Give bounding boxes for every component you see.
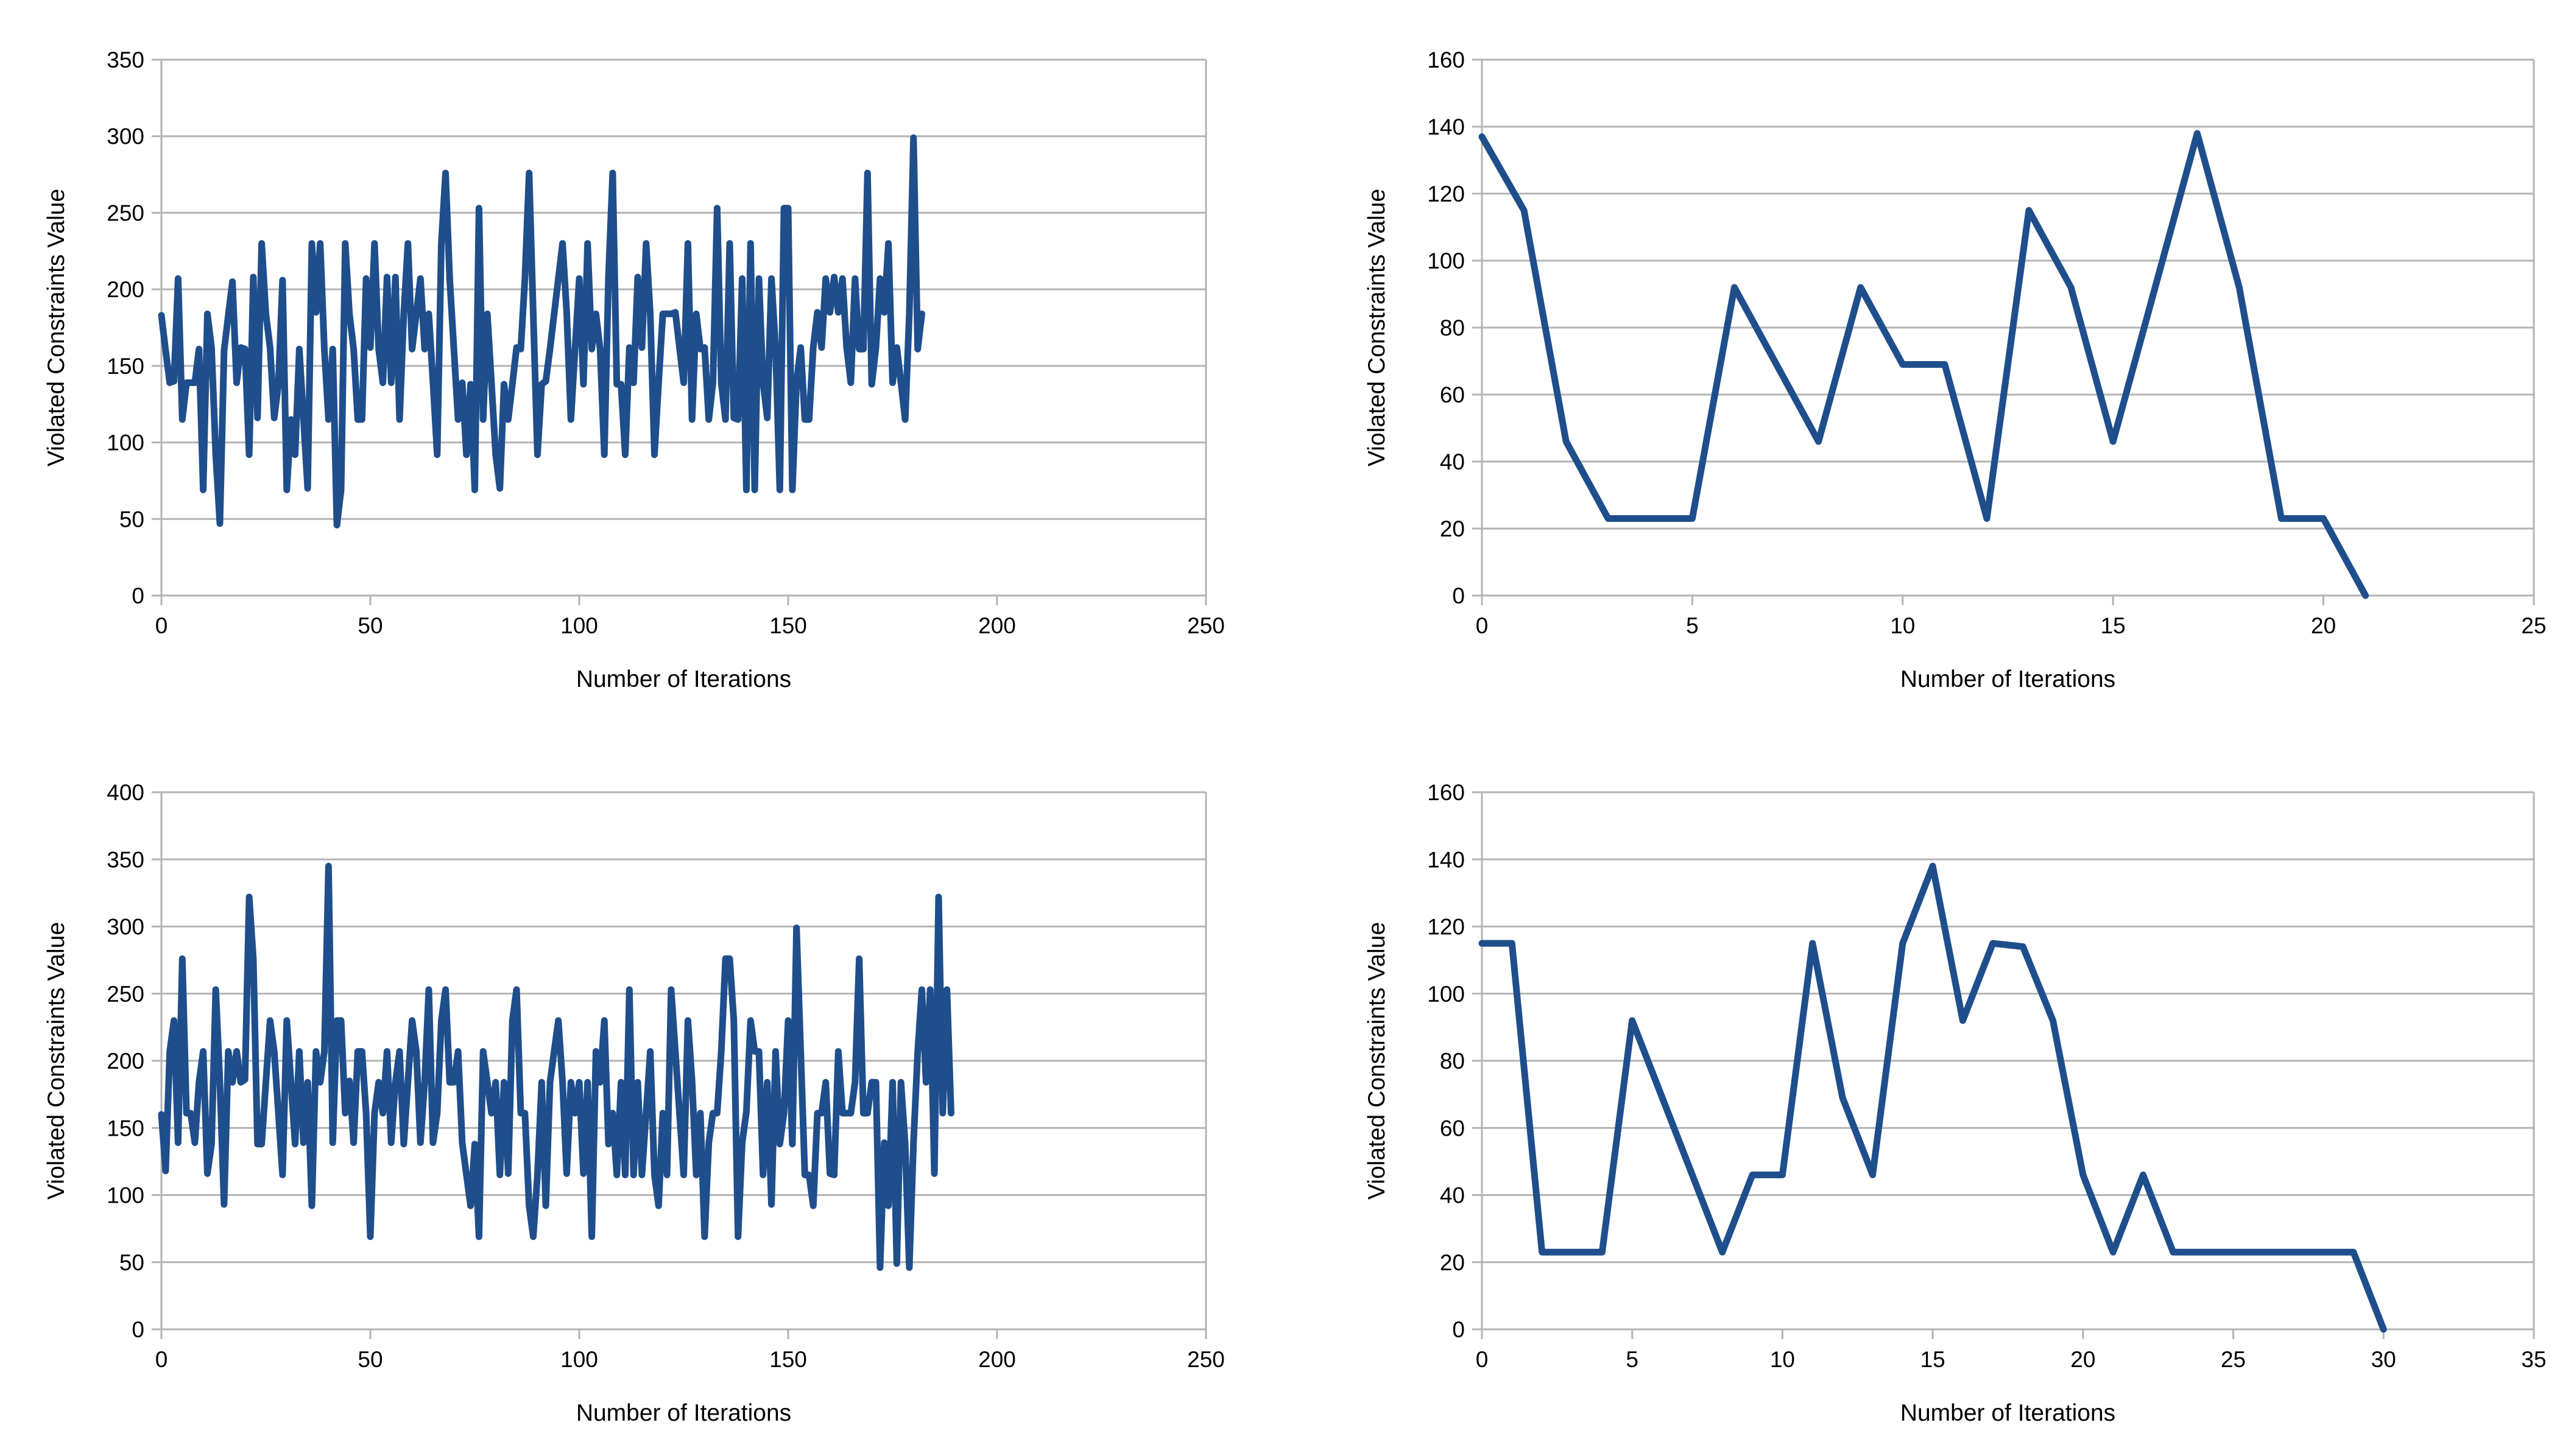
chart-top-right-svg: 0 20 40 60 80 100 120 140 160 0 5 10 15 20 25 Number of…	[1364, 47, 2547, 692]
chart-bottom-right-svg: 0 20 40 60 80 100 120 140 160 0 5 10 15 20 25 30 35 Numbe…	[1364, 780, 2547, 1426]
y-tick-label: 40	[1440, 1183, 1465, 1208]
x-tick-label: 35	[2521, 1347, 2546, 1372]
x-tick-label: 250	[1187, 613, 1225, 638]
y-tick-label: 150	[107, 1116, 144, 1141]
y-tick-label: 250	[107, 200, 144, 225]
x-tick-label: 20	[2070, 1347, 2095, 1372]
x-tick-label: 10	[1770, 1347, 1795, 1372]
y-tick-label: 0	[132, 1317, 144, 1342]
x-tick-label: 5	[1626, 1347, 1638, 1372]
y-tick-label: 60	[1440, 1116, 1465, 1141]
series-line	[1478, 130, 2369, 599]
y-tick-label: 350	[107, 847, 144, 872]
y-tick-label: 100	[107, 431, 144, 455]
y-tick-label: 80	[1440, 1049, 1465, 1074]
y-tick-label: 120	[1427, 181, 1465, 206]
x-axis-title: Number of Iterations	[1900, 666, 2115, 692]
y-tick-label: 200	[107, 277, 144, 302]
y-tick-label: 160	[1427, 780, 1465, 805]
x-tick-label: 25	[2221, 1347, 2246, 1372]
y-axis-title: Violated Constraints Value	[1364, 922, 1390, 1200]
x-tick-label: 150	[769, 613, 807, 638]
y-tick-label: 160	[1427, 47, 1465, 72]
y-tick-label: 120	[1427, 915, 1465, 940]
chart-bottom-right: 0 20 40 60 80 100 120 140 160 0 5 10 15 20 25 30 35 Numbe…	[1287, 726, 2574, 1456]
x-axis-title: Number of Iterations	[576, 666, 791, 692]
y-tick-label: 100	[1427, 248, 1465, 273]
y-tick-label: 140	[1427, 847, 1465, 872]
x-tick-label: 100	[560, 1347, 598, 1372]
x-tick-label: 50	[358, 613, 383, 638]
y-tick-label: 50	[119, 507, 144, 532]
x-tick-label: 200	[978, 613, 1016, 638]
chart-top-left: 0 50 100 150 200 250 300 350 0 50 100 150 200 250 Numb…	[0, 0, 1287, 730]
x-axis-title: Number of Iterations	[576, 1400, 791, 1426]
x-axis-title: Number of Iterations	[1900, 1400, 2115, 1426]
chart-bottom-left-svg: 0 50 100 150 200 250 300 350 400 0 50 100 150 200 250 N…	[43, 780, 1225, 1426]
series-line	[1478, 862, 2387, 1333]
series-line	[158, 862, 954, 1271]
x-tick-label: 30	[2371, 1347, 2396, 1372]
x-tick-label: 20	[2311, 613, 2336, 638]
x-tick-label: 15	[2101, 613, 2126, 638]
chart-top-left-svg: 0 50 100 150 200 250 300 350 0 50 100 150 200 250 Numb…	[43, 47, 1225, 692]
chart-bottom-left: 0 50 100 150 200 250 300 350 400 0 50 100 150 200 250 N…	[0, 726, 1287, 1456]
x-tick-label: 15	[1920, 1347, 1945, 1372]
y-axis-title: Violated Constraints Value	[43, 189, 69, 466]
y-axis-title: Violated Constraints Value	[43, 922, 69, 1200]
x-tick-label: 5	[1686, 613, 1699, 638]
x-tick-label: 0	[1476, 1347, 1489, 1372]
y-tick-label: 0	[1452, 583, 1465, 608]
x-tick-label: 200	[978, 1347, 1016, 1372]
x-tick-label: 0	[1476, 613, 1489, 638]
y-tick-label: 20	[1440, 516, 1465, 541]
y-tick-label: 80	[1440, 315, 1465, 340]
x-tick-label: 0	[155, 613, 168, 638]
x-tick-label: 50	[358, 1347, 383, 1372]
y-tick-label: 140	[1427, 114, 1465, 139]
y-tick-label: 400	[107, 780, 144, 805]
x-tick-label: 150	[769, 1347, 807, 1372]
y-tick-label: 100	[107, 1183, 144, 1208]
x-tick-label: 10	[1890, 613, 1915, 638]
y-tick-label: 150	[107, 354, 144, 379]
y-tick-label: 300	[107, 915, 144, 940]
y-tick-label: 250	[107, 982, 144, 1007]
y-tick-label: 50	[119, 1250, 144, 1275]
y-tick-label: 40	[1440, 449, 1465, 474]
x-tick-label: 0	[155, 1347, 168, 1372]
x-tick-label: 100	[560, 613, 598, 638]
x-tick-label: 250	[1187, 1347, 1225, 1372]
x-tick-label: 25	[2521, 613, 2546, 638]
y-tick-label: 100	[1427, 982, 1465, 1007]
y-tick-label: 0	[1452, 1317, 1465, 1342]
y-tick-label: 20	[1440, 1250, 1465, 1275]
chart-top-right: 0 20 40 60 80 100 120 140 160 0 5 10 15 20 25 Number of…	[1287, 0, 2574, 730]
y-tick-label: 300	[107, 124, 144, 149]
y-tick-label: 0	[132, 583, 144, 608]
y-axis-title: Violated Constraints Value	[1364, 189, 1390, 466]
series-line	[158, 134, 925, 529]
y-tick-label: 60	[1440, 382, 1465, 407]
y-tick-label: 200	[107, 1049, 144, 1074]
y-tick-label: 350	[107, 47, 144, 72]
